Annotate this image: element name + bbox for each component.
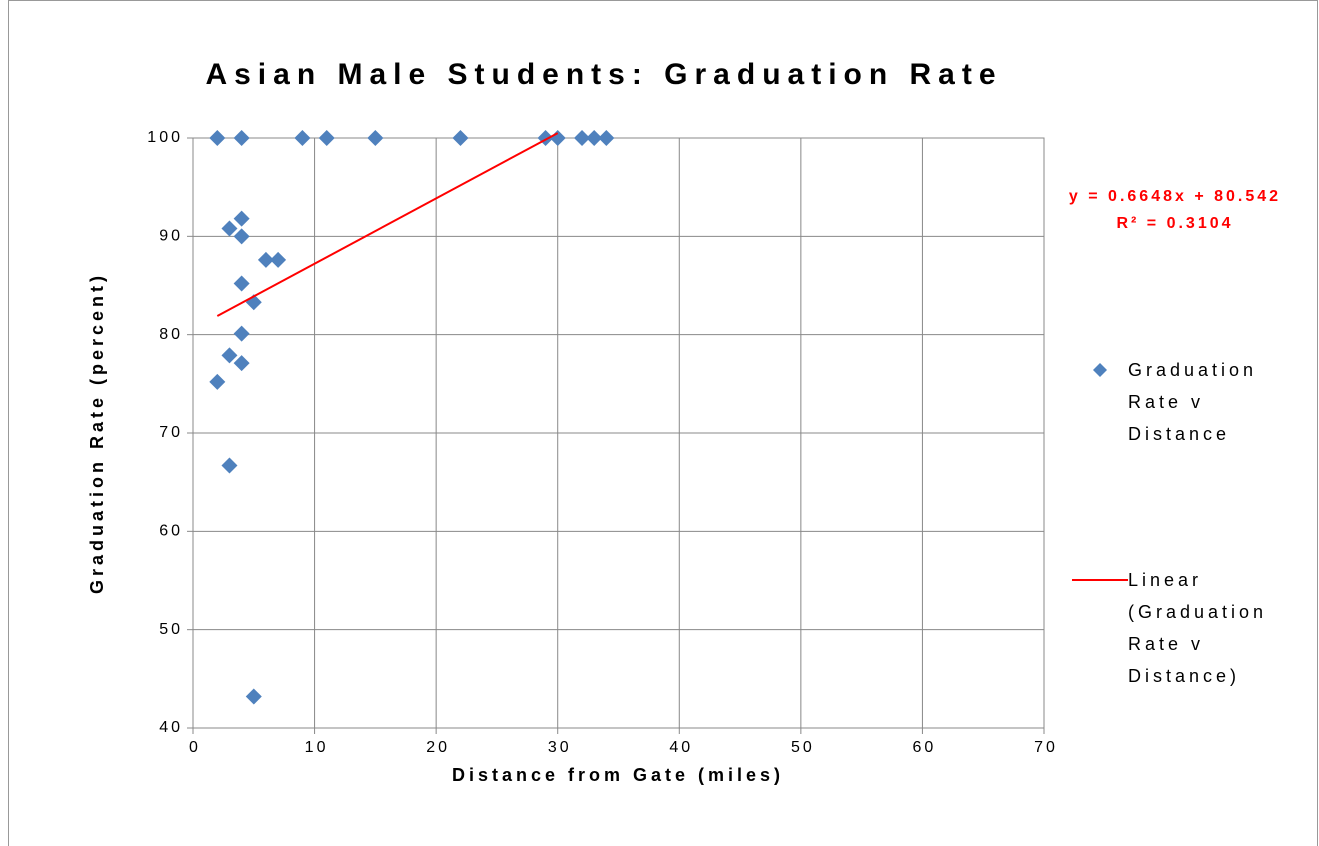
y-tick-label: 100 <box>147 129 183 146</box>
legend-marker <box>1093 363 1107 377</box>
data-point <box>221 220 238 237</box>
x-tick-label: 50 <box>791 739 815 756</box>
data-point <box>452 130 469 146</box>
x-axis-title: Distance from Gate (miles) <box>452 765 784 785</box>
data-point <box>233 355 250 372</box>
data-point <box>233 130 250 146</box>
y-tick-label: 80 <box>159 326 183 343</box>
legend-label: Linear (Graduation Rate v Distance) <box>1128 570 1268 686</box>
trendline-r2: R² = 0.3104 <box>1116 215 1233 232</box>
legend-label: Graduation Rate v Distance <box>1128 360 1258 444</box>
x-tick-label: 30 <box>548 739 572 756</box>
chart-title: Asian Male Students: Graduation Rate <box>205 58 1002 91</box>
data-point <box>209 130 226 146</box>
y-tick-label: 40 <box>159 719 183 736</box>
data-point <box>318 130 335 146</box>
y-axis-title: Graduation Rate (percent) <box>87 272 107 594</box>
data-point <box>367 130 384 146</box>
data-point <box>221 347 238 364</box>
x-tick-label: 0 <box>189 739 201 756</box>
data-point <box>270 251 287 268</box>
data-point <box>233 325 250 342</box>
data-point <box>257 251 274 268</box>
data-point <box>209 373 226 390</box>
data-point <box>574 130 591 146</box>
x-tick-label: 40 <box>669 739 693 756</box>
data-point <box>221 457 238 474</box>
data-point <box>598 130 615 146</box>
x-tick-label: 10 <box>305 739 329 756</box>
data-point <box>233 228 250 245</box>
y-tick-label: 90 <box>159 228 183 245</box>
x-tick-label: 60 <box>913 739 937 756</box>
x-tick-label: 20 <box>426 739 450 756</box>
y-tick-label: 70 <box>159 424 183 441</box>
y-tick-label: 50 <box>159 621 183 638</box>
data-point <box>586 130 603 146</box>
trendline-equation: y = 0.6648x + 80.542 <box>1069 188 1281 205</box>
data-point <box>233 210 250 227</box>
data-point <box>549 130 566 146</box>
data-point <box>245 688 262 705</box>
data-point <box>294 130 311 146</box>
x-tick-label: 70 <box>1034 739 1058 756</box>
y-tick-label: 60 <box>159 523 183 540</box>
data-point <box>233 275 250 292</box>
trendline <box>216 132 559 317</box>
